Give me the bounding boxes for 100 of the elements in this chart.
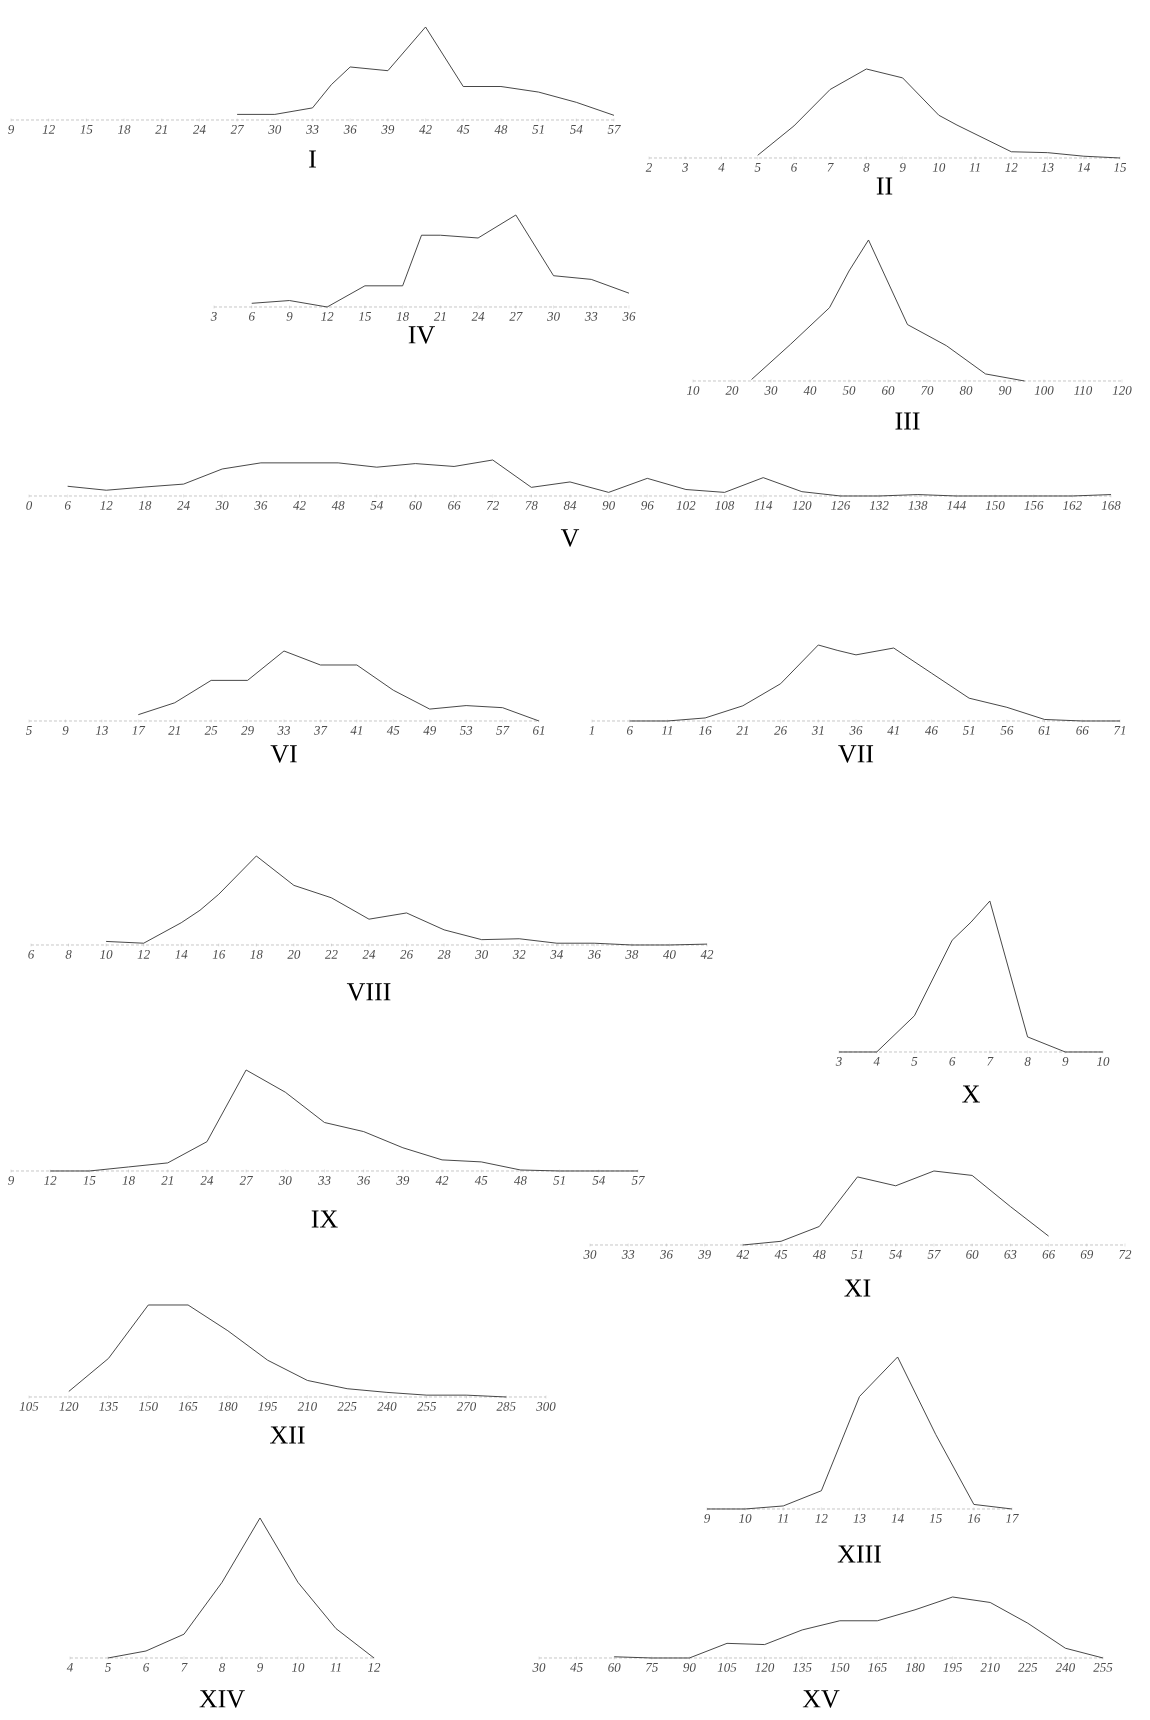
x-tick-label: 13 xyxy=(95,726,108,735)
x-tick-label: 255 xyxy=(416,1402,437,1411)
x-tick-label: 135 xyxy=(99,1402,118,1411)
x-tick-label: 45 xyxy=(456,125,470,134)
x-tick-label: 10 xyxy=(291,1663,305,1672)
x-tick-label: 9 xyxy=(62,726,69,735)
x-tick-label: 6 xyxy=(143,1663,150,1672)
x-tick-label: 27 xyxy=(230,125,245,134)
x-tick-label: 57 xyxy=(607,125,621,134)
x-tick-label: 27 xyxy=(239,1176,254,1185)
x-tick-label: 72 xyxy=(1119,1250,1132,1259)
x-tick-label: 40 xyxy=(803,386,817,395)
x-tick-label: 195 xyxy=(943,1663,962,1672)
x-tick-label: 110 xyxy=(1074,386,1093,395)
x-tick-label: 53 xyxy=(459,726,473,735)
text: XII xyxy=(270,1426,305,1444)
x-tick-label: 180 xyxy=(905,1663,925,1672)
x-tick-label: 57 xyxy=(927,1250,941,1259)
x-tick-label: 54 xyxy=(889,1250,902,1259)
x-tick-label: 13 xyxy=(853,1514,866,1523)
x-tick-label: 45 xyxy=(774,1250,788,1259)
x-tick-label: 10 xyxy=(686,386,700,395)
x-tick-label: 16 xyxy=(967,1514,981,1523)
x-tick-label: 32 xyxy=(512,950,526,959)
x-tick-label: 9 xyxy=(257,1663,264,1672)
x-tick-label: 12 xyxy=(44,1176,57,1185)
x-tick-label: 8 xyxy=(863,163,870,172)
x-tick-label: 30 xyxy=(583,1250,597,1259)
x-tick-label: 15 xyxy=(1113,163,1127,172)
x-tick-label: 15 xyxy=(358,312,372,321)
x-tick-label: 225 xyxy=(337,1402,357,1411)
text: IV xyxy=(408,326,435,344)
x-tick-label: 12 xyxy=(815,1514,828,1523)
x-tick-label: 120 xyxy=(1112,386,1132,395)
x-tick-label: 57 xyxy=(496,726,510,735)
text: V xyxy=(560,529,580,547)
x-tick-label: 285 xyxy=(496,1402,516,1411)
x-tick-label: 50 xyxy=(842,386,856,395)
x-tick-label: 120 xyxy=(792,501,812,510)
x-tick-label: 56 xyxy=(1000,726,1014,735)
x-tick-label: 3 xyxy=(210,312,217,321)
x-tick-label: 14 xyxy=(1077,163,1090,172)
text: VII xyxy=(838,745,874,763)
x-tick-label: 14 xyxy=(175,950,188,959)
x-tick-label: 36 xyxy=(659,1250,673,1259)
x-tick-label: 61 xyxy=(533,726,545,735)
x-tick-label: 135 xyxy=(792,1663,812,1672)
x-tick-label: 270 xyxy=(456,1402,477,1411)
x-tick-label: 70 xyxy=(921,386,934,395)
x-tick-label: 78 xyxy=(525,501,538,510)
text: XIV xyxy=(199,1690,245,1708)
x-tick-label: 9 xyxy=(286,312,293,321)
text: X xyxy=(962,1085,980,1103)
x-tick-label: 39 xyxy=(381,125,395,134)
x-tick-label: 5 xyxy=(911,1057,918,1066)
x-tick-label: 4 xyxy=(873,1057,880,1066)
x-tick-label: 195 xyxy=(258,1402,277,1411)
x-tick-label: 180 xyxy=(218,1402,238,1411)
x-tick-label: 90 xyxy=(683,1663,696,1672)
x-tick-label: 21 xyxy=(168,726,180,735)
x-tick-label: 84 xyxy=(563,501,577,510)
x-tick-label: 36 xyxy=(587,950,601,959)
x-tick-label: 21 xyxy=(155,125,167,134)
x-tick-label: 51 xyxy=(962,726,975,735)
text: II xyxy=(876,177,893,195)
x-tick-label: 165 xyxy=(868,1663,887,1672)
x-tick-label: 33 xyxy=(621,1250,635,1259)
x-tick-label: 51 xyxy=(851,1250,863,1259)
x-tick-label: 5 xyxy=(25,726,32,735)
x-tick-label: 49 xyxy=(423,726,436,735)
x-tick-label: 1 xyxy=(589,726,594,735)
text: I xyxy=(309,150,316,168)
x-tick-label: 165 xyxy=(178,1402,198,1411)
x-tick-label: 150 xyxy=(139,1402,158,1411)
x-tick-label: 66 xyxy=(1076,726,1089,735)
x-tick-label: 10 xyxy=(739,1514,752,1523)
x-tick-label: 90 xyxy=(602,501,615,510)
x-tick-label: 5 xyxy=(754,163,761,172)
x-tick-label: 2 xyxy=(645,163,652,172)
x-tick-label: 46 xyxy=(924,726,938,735)
x-tick-label: 13 xyxy=(1041,163,1054,172)
x-tick-label: 11 xyxy=(777,1514,788,1523)
x-tick-label: 24 xyxy=(200,1176,214,1185)
x-tick-label: 15 xyxy=(80,125,93,134)
x-tick-label: 20 xyxy=(287,950,301,959)
x-tick-label: 12 xyxy=(42,125,55,134)
x-tick-label: 41 xyxy=(887,726,899,735)
x-tick-label: 63 xyxy=(1004,1250,1017,1259)
x-tick-label: 42 xyxy=(736,1250,750,1259)
x-tick-label: 150 xyxy=(830,1663,850,1672)
x-tick-label: 45 xyxy=(474,1176,488,1185)
x-tick-label: 3 xyxy=(681,163,689,172)
x-tick-label: 33 xyxy=(305,125,319,134)
x-tick-label: 120 xyxy=(755,1663,775,1672)
x-tick-label: 102 xyxy=(676,501,696,510)
x-tick-label: 54 xyxy=(570,125,583,134)
x-tick-label: 10 xyxy=(932,163,946,172)
text: III xyxy=(895,412,920,430)
x-tick-label: 18 xyxy=(250,950,263,959)
x-tick-label: 54 xyxy=(592,1176,606,1185)
